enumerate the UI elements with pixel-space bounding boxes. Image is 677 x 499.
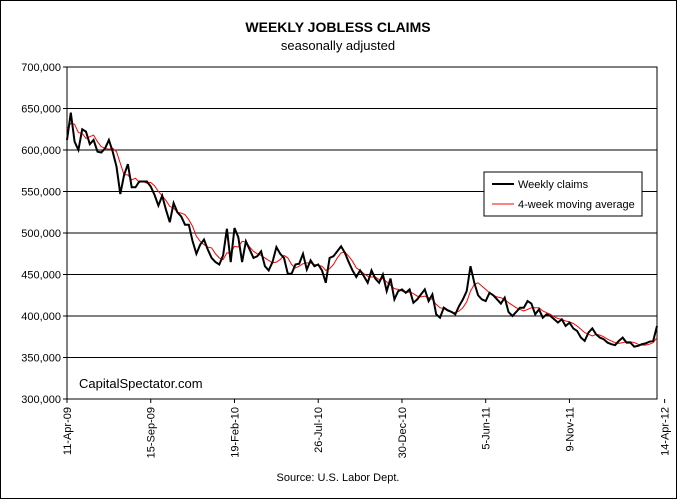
- x-tick-label: 14-Apr-12: [660, 407, 672, 456]
- x-tick-label: 9-Nov-11: [564, 407, 576, 451]
- y-tick-label: 300,000: [21, 394, 61, 406]
- x-tick-label: 5-Jun-11: [481, 407, 493, 450]
- x-tick-label: 19-Feb-10: [229, 407, 241, 458]
- x-axis: 11-Apr-09 15-Sep-09 19-Feb-10 26-Jul-10 30-D…: [62, 399, 672, 458]
- y-tick-label: 550,000: [21, 187, 61, 199]
- legend-box: [483, 171, 643, 217]
- chart-title: WEEKLY JOBLESS CLAIMS: [245, 19, 430, 35]
- x-tick-label: 11-Apr-09: [62, 407, 74, 455]
- legend: Weekly claims 4-week moving average: [483, 171, 643, 217]
- source-label: Source: U.S. Labor Dept.: [277, 472, 400, 484]
- y-tick-label: 650,000: [21, 104, 61, 116]
- x-tick-label: 15-Sep-09: [146, 407, 158, 458]
- x-tick-label: 30-Dec-10: [397, 407, 409, 458]
- y-tick-label: 500,000: [21, 228, 61, 240]
- y-tick-label: 600,000: [21, 145, 61, 157]
- x-tick-label: 26-Jul-10: [313, 407, 325, 453]
- watermark-label: CapitalSpectator.com: [79, 376, 203, 391]
- legend-label-weekly-claims: Weekly claims: [518, 179, 589, 191]
- y-axis: 300,000 350,000 400,000 450,000 500,000 550,0…: [21, 62, 67, 406]
- y-tick-label: 350,000: [21, 353, 61, 365]
- series-line-weekly-claims: [66, 112, 658, 348]
- y-tick-label: 400,000: [21, 311, 61, 323]
- legend-label-4-week-moving-average: 4-week moving average: [518, 199, 635, 211]
- y-tick-label: 450,000: [21, 270, 61, 282]
- chart-subtitle: seasonally adjusted: [281, 38, 395, 53]
- y-tick-label: 700,000: [21, 62, 61, 74]
